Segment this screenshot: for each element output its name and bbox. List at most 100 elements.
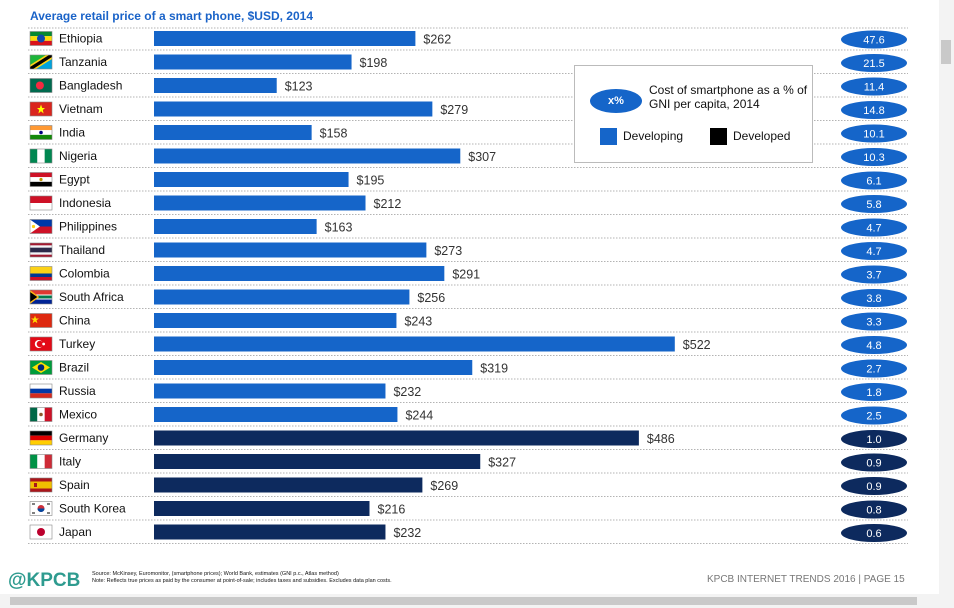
horizontal-scrollbar-thumb[interactable] bbox=[10, 597, 917, 605]
flag-germany-icon bbox=[29, 430, 53, 446]
flag-tanzania-icon bbox=[29, 54, 53, 70]
flag-bangladesh-icon bbox=[29, 78, 53, 93]
gni-value-brazil: 2.7 bbox=[866, 364, 881, 376]
gni-oval-japan bbox=[841, 524, 907, 542]
country-label-ethiopia: Ethiopia bbox=[59, 32, 103, 46]
bar-russia bbox=[154, 383, 386, 399]
row-mexico: Mexico $244 2.5 bbox=[28, 406, 908, 427]
gni-oval-ethiopia bbox=[841, 30, 907, 49]
gni-value-india: 10.1 bbox=[863, 129, 884, 141]
value-label-russia: $232 bbox=[393, 385, 421, 399]
source-note: Source: McKinsey, Euromonitor, (smartpho… bbox=[92, 571, 512, 585]
gni-oval-brazil bbox=[841, 359, 907, 378]
row-india: India $158 10.1 bbox=[28, 124, 908, 145]
bar-china bbox=[154, 313, 397, 328]
country-label-mexico: Mexico bbox=[59, 408, 97, 422]
country-label-brazil: Brazil bbox=[59, 361, 89, 375]
row-brazil: Brazil $319 2.7 bbox=[28, 359, 908, 380]
bar-japan bbox=[154, 524, 386, 540]
gni-value-vietnam: 14.8 bbox=[863, 105, 884, 117]
value-label-south-africa: $256 bbox=[417, 291, 445, 305]
country-label-vietnam: Vietnam bbox=[59, 102, 103, 116]
gni-value-ethiopia: 47.6 bbox=[863, 35, 884, 47]
country-label-nigeria: Nigeria bbox=[59, 149, 97, 163]
country-label-russia: Russia bbox=[59, 384, 96, 398]
legend-developed-swatch bbox=[710, 128, 727, 145]
flag-japan-icon bbox=[29, 524, 53, 540]
value-label-italy: $327 bbox=[488, 456, 516, 470]
legend-gni-oval: x% bbox=[590, 89, 642, 113]
gni-value-south-korea: 0.8 bbox=[866, 505, 881, 517]
row-egypt: Egypt $195 6.1 bbox=[28, 171, 908, 192]
gni-oval-india bbox=[841, 124, 907, 143]
kpcb-logo: @KPCB bbox=[8, 570, 81, 591]
bar-chart: Ethiopia $262 47.6 Tanzania $198 21.5 Banglade… bbox=[28, 27, 908, 544]
value-label-india: $158 bbox=[320, 127, 348, 141]
row-colombia: Colombia $291 3.7 bbox=[28, 265, 908, 286]
vertical-scrollbar-thumb[interactable] bbox=[941, 40, 951, 64]
gni-oval-tanzania bbox=[841, 54, 907, 72]
flag-colombia-icon bbox=[29, 266, 53, 281]
country-label-germany: Germany bbox=[59, 431, 108, 445]
gni-value-germany: 1.0 bbox=[866, 434, 881, 446]
value-label-ethiopia: $262 bbox=[423, 33, 451, 47]
bar-indonesia bbox=[154, 195, 366, 211]
row-spain: Spain $269 0.9 bbox=[28, 477, 908, 497]
value-label-china: $243 bbox=[404, 315, 432, 329]
bar-india bbox=[154, 125, 312, 140]
gni-oval-spain bbox=[841, 477, 907, 495]
gni-oval-colombia bbox=[841, 265, 907, 284]
gni-value-nigeria: 10.3 bbox=[863, 152, 884, 164]
flag-italy-icon bbox=[29, 454, 53, 469]
country-label-south-korea: South Korea bbox=[59, 502, 126, 516]
gni-value-italy: 0.9 bbox=[866, 458, 881, 470]
value-label-south-korea: $216 bbox=[378, 503, 406, 517]
country-label-italy: Italy bbox=[59, 455, 81, 469]
value-label-egypt: $195 bbox=[357, 174, 385, 188]
value-label-philippines: $163 bbox=[325, 221, 353, 235]
bar-turkey bbox=[154, 336, 675, 352]
gni-oval-turkey bbox=[841, 336, 907, 354]
value-label-nigeria: $307 bbox=[468, 150, 496, 164]
bar-south-africa bbox=[154, 289, 410, 305]
vertical-scrollbar[interactable] bbox=[939, 0, 954, 608]
gni-oval-russia bbox=[841, 383, 907, 401]
value-label-thailand: $273 bbox=[434, 244, 462, 258]
flag-indonesia-icon bbox=[29, 195, 53, 211]
row-japan: Japan $232 0.6 bbox=[28, 524, 908, 544]
value-label-germany: $486 bbox=[647, 432, 675, 446]
flag-mexico-icon bbox=[29, 407, 53, 422]
row-ethiopia: Ethiopia $262 47.6 bbox=[28, 30, 908, 51]
footer-page-label: KPCB INTERNET TRENDS 2016 | PAGE 15 bbox=[707, 574, 905, 585]
bar-ethiopia bbox=[154, 31, 416, 46]
gni-oval-china bbox=[841, 312, 907, 331]
legend-developing-swatch bbox=[600, 128, 617, 145]
row-germany: Germany $486 1.0 bbox=[28, 430, 908, 450]
horizontal-scrollbar[interactable] bbox=[0, 594, 939, 608]
value-label-turkey: $522 bbox=[683, 338, 711, 352]
country-label-colombia: Colombia bbox=[59, 267, 110, 281]
value-label-spain: $269 bbox=[430, 479, 458, 493]
row-nigeria: Nigeria $307 10.3 bbox=[28, 148, 908, 168]
value-label-brazil: $319 bbox=[480, 362, 508, 376]
legend-gni-text: Cost of smartphone as a % of GNI per cap… bbox=[649, 83, 808, 111]
bar-nigeria bbox=[154, 148, 461, 164]
gni-value-bangladesh: 11.4 bbox=[864, 82, 885, 94]
bar-mexico bbox=[154, 407, 398, 422]
value-label-mexico: $244 bbox=[405, 409, 433, 423]
source-line: Source: McKinsey, Euromonitor, (smartpho… bbox=[92, 571, 339, 577]
row-turkey: Turkey $522 4.8 bbox=[28, 336, 908, 356]
bar-philippines bbox=[154, 219, 317, 234]
bar-vietnam bbox=[154, 101, 433, 117]
country-label-spain: Spain bbox=[59, 478, 90, 492]
flag-turkey-icon bbox=[29, 336, 53, 352]
row-thailand: Thailand $273 4.7 bbox=[28, 242, 908, 262]
country-label-south-africa: South Africa bbox=[59, 290, 124, 304]
country-label-japan: Japan bbox=[59, 525, 92, 539]
gni-value-philippines: 4.7 bbox=[866, 223, 881, 235]
gni-oval-indonesia bbox=[841, 195, 907, 213]
country-label-india: India bbox=[59, 126, 85, 140]
bar-italy bbox=[154, 454, 481, 469]
row-russia: Russia $232 1.8 bbox=[28, 383, 908, 403]
